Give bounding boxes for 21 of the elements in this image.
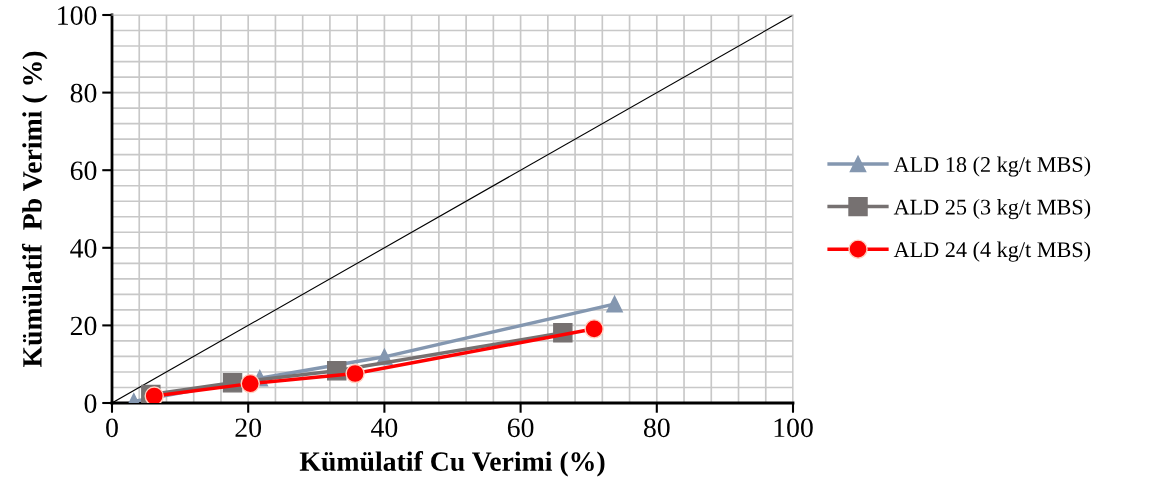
point [606,295,623,313]
y-tick-label: 60 [70,161,97,181]
y-tick-label: 100 [58,6,97,25]
y-tick-label: 80 [70,83,97,103]
point [240,373,260,394]
y-tick-label: 20 [70,316,97,336]
y-tick-label: 0 [84,394,97,413]
legend-label: ALD 18 (2 kg/t MBS) [893,156,1091,177]
point [345,363,365,384]
x-tick-label: 80 [643,418,670,438]
x-axis-title: Kümülatif Cu Verimi (%) [299,451,605,477]
x-tick-label: 20 [235,418,262,438]
x-tick-label: 100 [774,418,813,438]
legend-label: ALD 24 (4 kg/t MBS) [893,241,1091,262]
x-tick-label: 40 [371,418,398,438]
y-axis-title: Kümülatif Pb Verimi ( %) [21,51,48,368]
x-tick-label: 0 [106,418,118,438]
y-tick-label: 40 [70,238,97,258]
point [584,319,604,339]
x-tick-label: 60 [507,418,534,438]
legend-label: ALD 25 (3 kg/t MBS) [893,198,1091,220]
